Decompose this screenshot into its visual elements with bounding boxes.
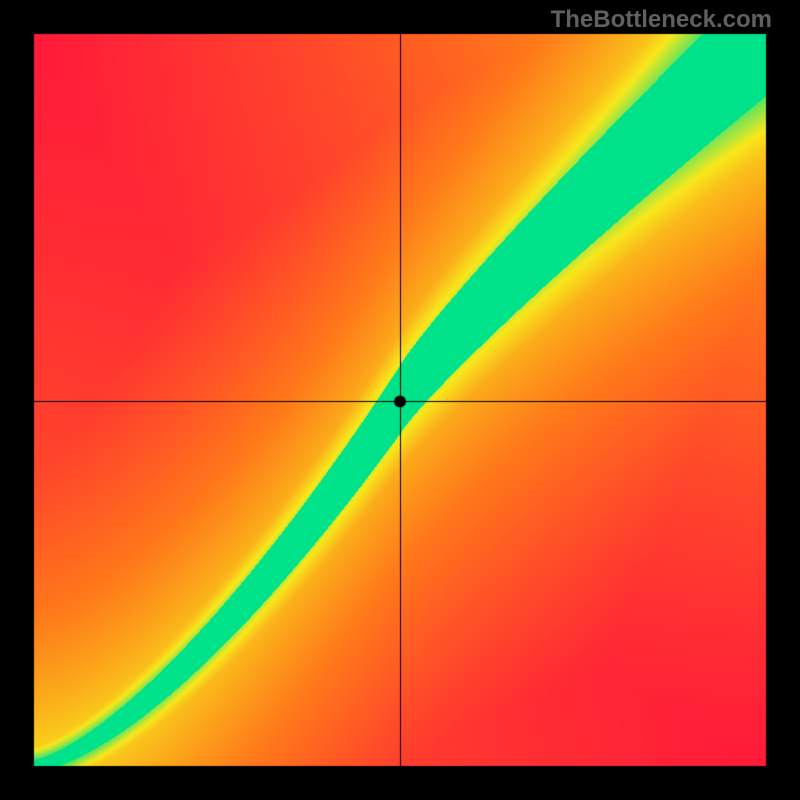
- chart-container: TheBottleneck.com: [0, 0, 800, 800]
- watermark-text: TheBottleneck.com: [551, 6, 772, 34]
- bottleneck-heatmap: [0, 0, 800, 800]
